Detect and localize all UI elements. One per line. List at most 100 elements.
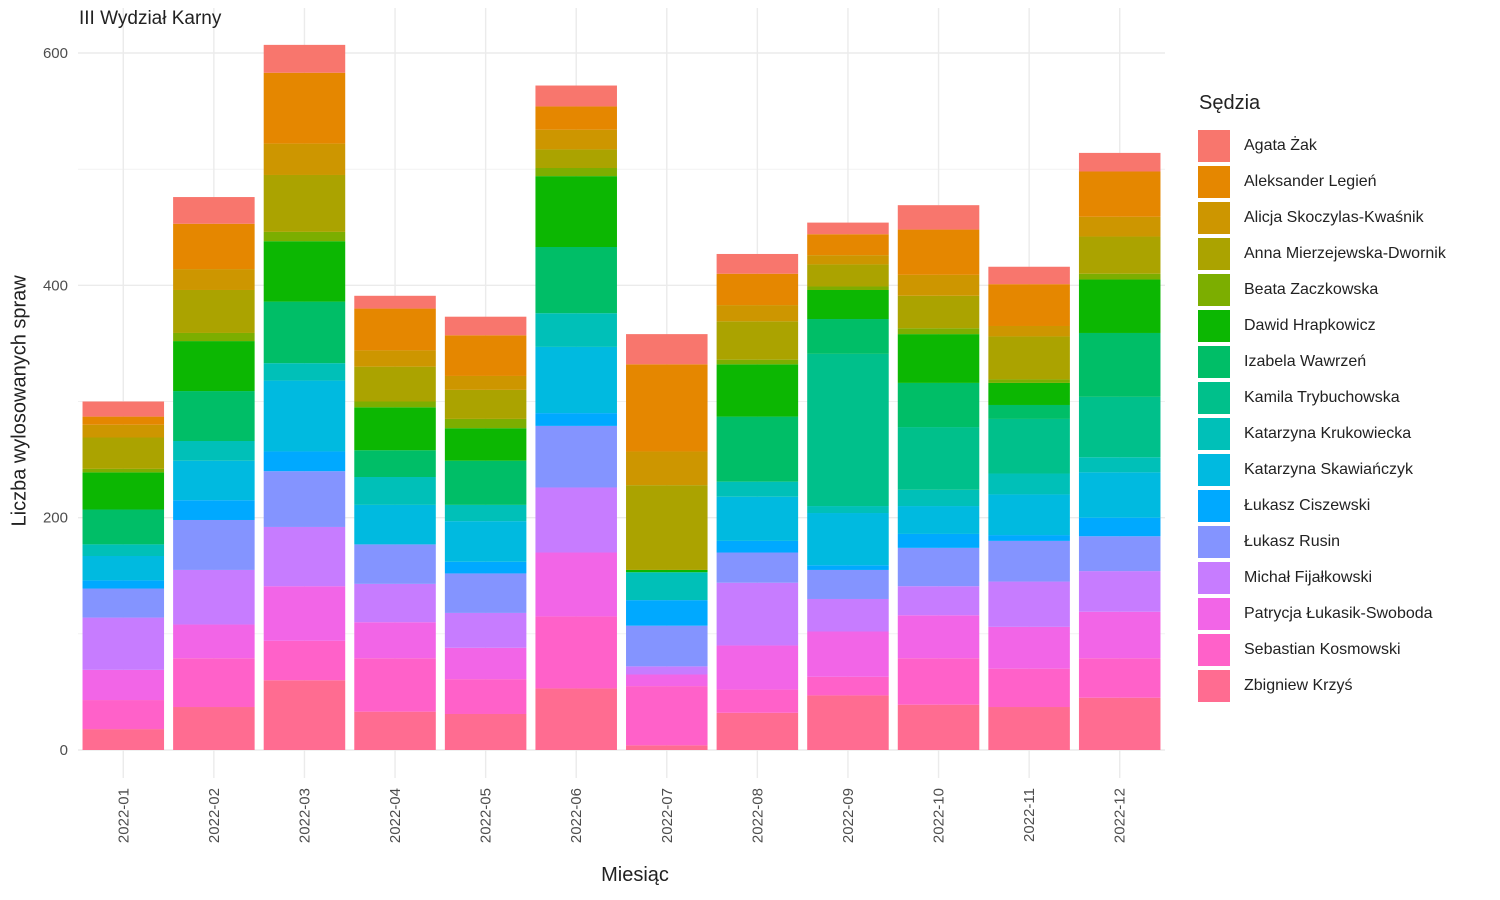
bar-segment <box>988 668 1070 708</box>
y-tick-label: 200 <box>43 510 68 527</box>
bar-segment <box>354 711 436 750</box>
bar-segment <box>535 129 617 150</box>
legend-swatch <box>1198 598 1230 630</box>
x-tick-label: 2022-11 <box>1021 788 1038 842</box>
bar-segment <box>173 707 255 750</box>
bar-segment <box>263 44 346 73</box>
bar-segment <box>82 580 165 589</box>
bar-segment <box>807 565 889 570</box>
legend-swatch <box>1198 670 1230 702</box>
legend-item: Izabela Wawrzeń <box>1198 344 1498 380</box>
bar-segment <box>82 468 165 473</box>
legend-item: Sebastian Kosmowski <box>1198 632 1498 668</box>
bar-segment <box>354 407 436 451</box>
legend-item: Dawid Hrapkowicz <box>1198 308 1498 344</box>
legend-swatch <box>1198 454 1230 486</box>
bar-segment <box>444 521 527 562</box>
bar-segment <box>173 391 255 441</box>
bar-segment <box>263 231 346 242</box>
bar-segment <box>82 416 165 425</box>
legend-label: Michał Fijałkowski <box>1244 569 1373 586</box>
bar-segment <box>1078 611 1161 659</box>
bar-segment <box>716 321 799 360</box>
bar-segment <box>535 346 617 414</box>
bar-segment <box>535 487 617 553</box>
bar-segment <box>988 473 1070 495</box>
bar-segment <box>444 504 527 522</box>
bar-segment <box>1078 536 1161 572</box>
bar-segment <box>626 364 708 452</box>
bar-segment <box>263 174 346 232</box>
bar-segment <box>716 582 799 646</box>
legend-swatch <box>1198 238 1230 270</box>
bar-segment <box>897 295 980 329</box>
bar-segment <box>1078 472 1161 518</box>
bar-segment <box>716 552 799 583</box>
x-tick-label: 2022-09 <box>840 788 857 843</box>
bar-segment <box>626 674 708 687</box>
bar-segment <box>626 451 708 486</box>
legend-label: Dawid Hrapkowicz <box>1244 317 1376 334</box>
bar-segment <box>173 223 255 270</box>
bar-segment <box>807 353 889 507</box>
bar-segment <box>82 669 165 701</box>
bar-segment <box>807 319 889 354</box>
legend-swatch <box>1198 382 1230 414</box>
bar-segment <box>716 305 799 322</box>
bar-segment <box>807 598 889 632</box>
bar-segment <box>173 569 255 625</box>
legend-item: Łukasz Ciszewski <box>1198 488 1498 524</box>
bar-segment <box>173 269 255 290</box>
bar-segment <box>988 626 1070 669</box>
legend-swatch <box>1198 166 1230 198</box>
bar-segment <box>988 325 1070 337</box>
bar-segment <box>173 289 255 333</box>
bar-segment <box>354 350 436 367</box>
y-tick-label: 600 <box>43 45 68 62</box>
legend-swatch <box>1198 634 1230 666</box>
bar-segment <box>626 625 708 667</box>
x-tick-label: 2022-05 <box>478 788 495 843</box>
bar-segment <box>263 241 346 302</box>
legend-label: Łukasz Ciszewski <box>1244 497 1371 514</box>
bar-segment <box>82 729 165 750</box>
legend-label: Anna Mierzejewska-Dwornik <box>1244 245 1446 262</box>
bar-segment <box>354 366 436 402</box>
bar-segment <box>173 341 255 392</box>
bar-segment <box>807 569 889 599</box>
bar-segment <box>626 686 708 746</box>
bar-segment <box>263 586 346 641</box>
bar-segment <box>444 561 527 574</box>
x-tick-label: 2022-10 <box>931 788 948 843</box>
bar-segment <box>1078 273 1161 280</box>
bar-segment <box>626 334 708 365</box>
bar-segment <box>626 569 708 573</box>
legend-label: Łukasz Rusin <box>1244 533 1341 550</box>
bar-segment <box>173 500 255 520</box>
bar-segment <box>263 640 346 681</box>
bar-segment <box>354 504 436 545</box>
bar-segment <box>1078 236 1161 274</box>
bar-segment <box>173 460 255 501</box>
bar-segment <box>897 704 980 750</box>
bar-segment <box>626 572 708 601</box>
legend-item: Beata Zaczkowska <box>1198 272 1498 308</box>
bar-segment <box>82 588 165 618</box>
bar-segment <box>807 631 889 677</box>
bar-segment <box>82 617 165 670</box>
bar-segment <box>354 622 436 659</box>
bar-segment <box>716 481 799 497</box>
bar-segment <box>82 424 165 438</box>
bar-segment <box>988 336 1070 380</box>
bar-segment <box>82 556 165 581</box>
x-tick-label: 2022-07 <box>659 788 676 843</box>
bar-segment <box>82 401 165 417</box>
bars <box>82 44 1161 750</box>
bar-segment <box>716 496 799 541</box>
legend-swatch <box>1198 130 1230 162</box>
bar-segment <box>354 450 436 478</box>
bar-segment <box>263 526 346 587</box>
bar-segment <box>173 197 255 224</box>
bar-segment <box>1078 457 1161 473</box>
x-tick-label: 2022-03 <box>296 788 313 843</box>
